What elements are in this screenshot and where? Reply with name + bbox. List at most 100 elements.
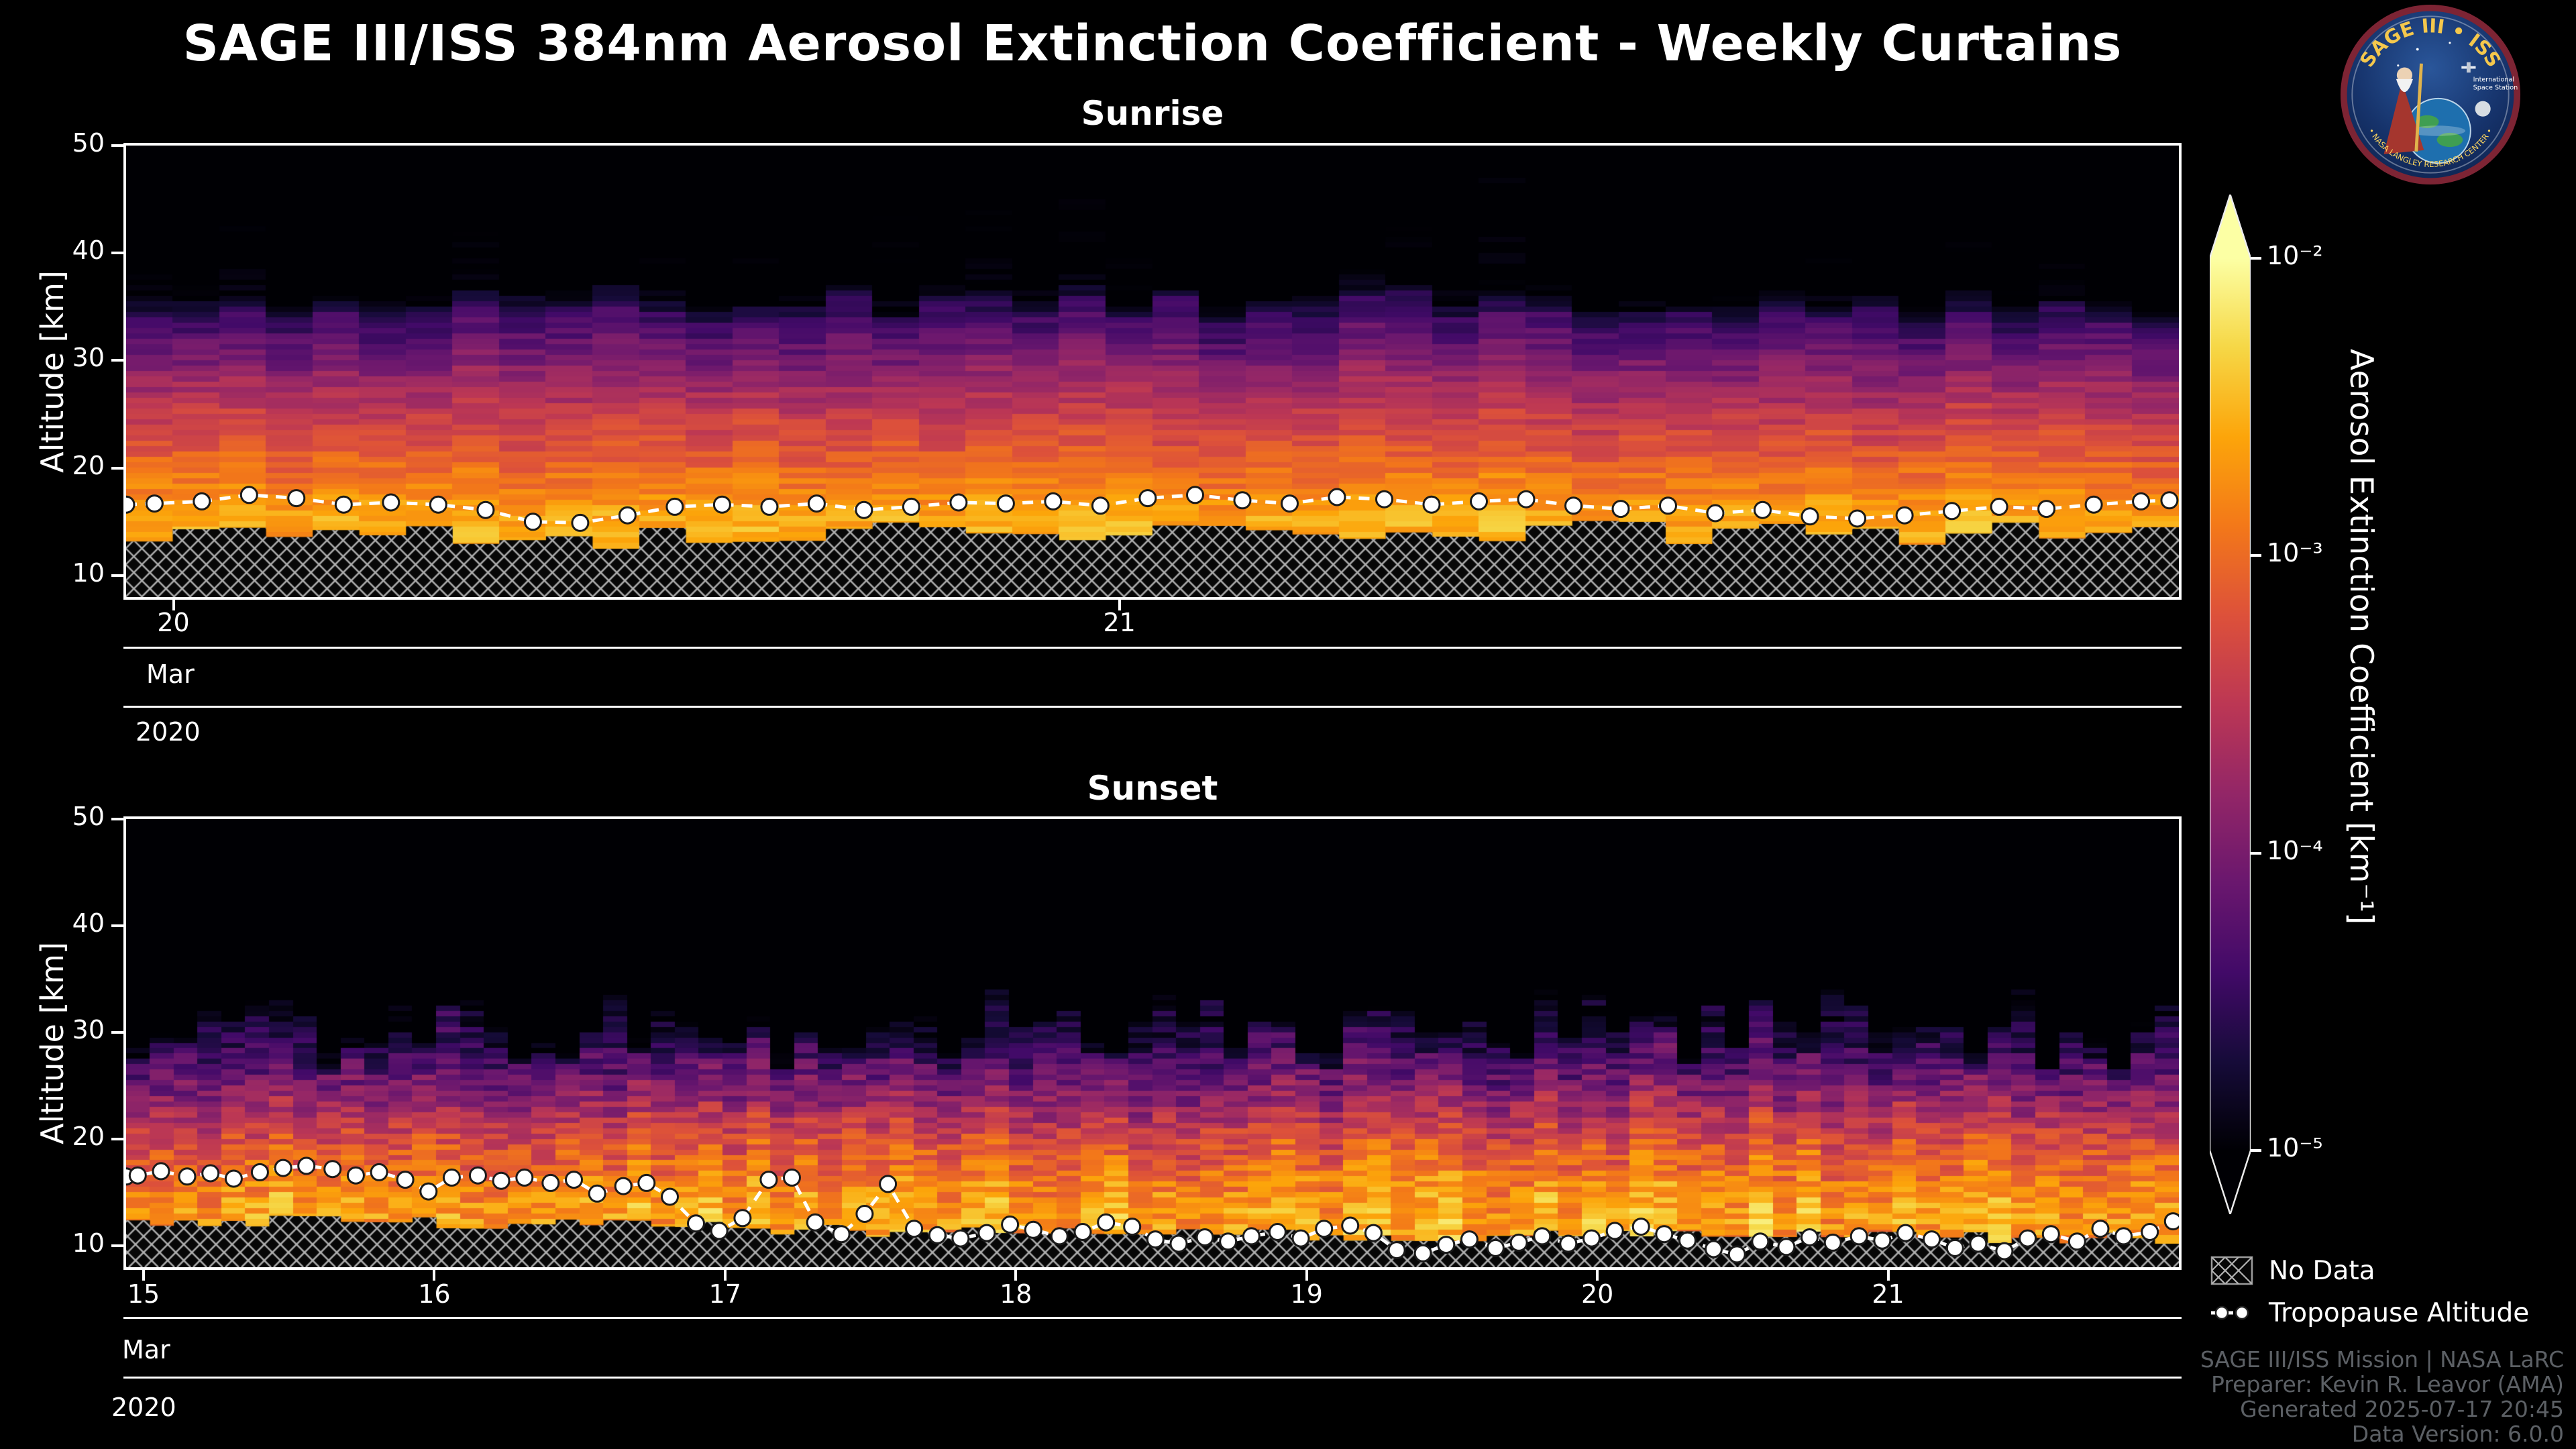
tropopause-marker xyxy=(733,1209,752,1228)
x-axis-tick xyxy=(1305,1270,1308,1281)
footer-line-version: Data Version: 6.0.0 xyxy=(2351,1421,2564,1447)
tropopause-marker xyxy=(2068,1232,2086,1251)
panel-title-sunrise: Sunrise xyxy=(1081,94,1224,133)
earth-land xyxy=(2415,115,2439,129)
tropopause-marker xyxy=(126,495,136,514)
earth-land xyxy=(2436,132,2463,148)
y-axis-tick xyxy=(111,924,123,928)
tropopause-marker xyxy=(1422,495,1441,514)
no-data-hatch-icon xyxy=(2210,1256,2253,1285)
tropopause-marker xyxy=(1460,1230,1479,1249)
colorbar-tick xyxy=(2251,1149,2261,1152)
y-tick-label: 20 xyxy=(72,450,105,480)
wizard-beard xyxy=(2396,78,2413,93)
x-tick-label: 18 xyxy=(1000,1279,1032,1309)
tropopause-marker xyxy=(178,1167,197,1186)
y-axis-tick xyxy=(111,144,123,147)
tropopause-marker xyxy=(1097,1213,1116,1232)
y-axis-tick xyxy=(111,252,123,255)
tropopause-marker xyxy=(855,500,873,519)
tropopause-marker xyxy=(429,495,447,514)
tropopause-marker xyxy=(1242,1227,1260,1246)
tropopause-marker xyxy=(902,497,920,516)
colorbar-tick-label: 10⁻³ xyxy=(2267,538,2323,568)
tropopause-marker xyxy=(1754,500,1772,519)
star-icon xyxy=(2416,48,2419,51)
tropopause-marker xyxy=(1631,1218,1650,1236)
tropopause-marker xyxy=(1801,1228,1819,1246)
tropopause-marker xyxy=(297,1157,316,1175)
date-axis-year-label: 2020 xyxy=(111,1393,176,1422)
tropopause-marker xyxy=(710,1222,729,1240)
y-axis-tick xyxy=(111,818,123,820)
tropopause-marker xyxy=(665,497,684,516)
footer-credits: SAGE III/ISS Mission | NASA LaRC Prepare… xyxy=(2200,1347,2564,1446)
tropopause-marker xyxy=(2091,1220,2110,1238)
tropopause-marker xyxy=(370,1163,388,1181)
tropopause-marker xyxy=(1341,1216,1360,1235)
tropopause-marker xyxy=(1969,1234,1988,1253)
tropopause-marker xyxy=(1517,490,1536,508)
tropopause-marker xyxy=(1848,509,1867,528)
tropopause-marker xyxy=(1849,1227,1868,1246)
colorbar-tick-label: 10⁻⁵ xyxy=(2267,1133,2323,1163)
sunset-tropopause-overlay xyxy=(126,1157,2179,1264)
tropopause-marker xyxy=(1751,1232,1770,1251)
heatmap-panel-sunrise xyxy=(123,143,2182,600)
sage-iss-logo: SAGE III • ISS International Space Stati… xyxy=(2340,4,2521,185)
y-tick-label: 50 xyxy=(72,802,105,831)
tropopause-marker xyxy=(806,1213,824,1232)
tropopause-marker xyxy=(2114,1227,2133,1246)
y-tick-label: 10 xyxy=(72,1228,105,1258)
tropopause-marker xyxy=(1943,502,1962,521)
x-tick-label: 17 xyxy=(708,1279,742,1309)
x-tick-label: 21 xyxy=(1103,608,1136,637)
date-axis-line xyxy=(123,1377,2182,1379)
y-axis-tick xyxy=(111,1031,123,1034)
tropopause-marker xyxy=(855,1205,874,1223)
y-axis-tick xyxy=(111,466,123,470)
footer-line-mission: SAGE III/ISS Mission | NASA LaRC xyxy=(2200,1346,2564,1373)
colorbar-tick-label: 10⁻⁴ xyxy=(2267,835,2323,865)
y-axis-tick xyxy=(111,359,123,362)
tropopause-marker xyxy=(1146,1230,1165,1249)
x-tick-label: 19 xyxy=(1290,1279,1323,1309)
tropopause-marker xyxy=(1169,1234,1188,1253)
date-axis-year-label: 2020 xyxy=(136,717,201,747)
y-tick-label: 30 xyxy=(72,1015,105,1045)
tropopause-marker xyxy=(760,497,779,516)
logo-subtitle-2: Space Station xyxy=(2473,84,2518,91)
legend-no-data-label: No Data xyxy=(2269,1256,2375,1286)
wizard-figure xyxy=(2383,81,2424,154)
x-axis-tick xyxy=(1014,1270,1018,1281)
logo-subtitle-1: International xyxy=(2473,76,2514,84)
tropopause-marker xyxy=(323,1160,342,1179)
tropopause-marker xyxy=(201,1164,220,1183)
tropopause-marker xyxy=(928,1226,947,1244)
earth-cloud xyxy=(2408,125,2466,136)
tropopause-marker xyxy=(1727,1245,1746,1264)
moon-icon xyxy=(2475,101,2491,117)
tropopause-marker xyxy=(145,494,164,513)
tropopause-marker xyxy=(492,1171,511,1190)
tropopause-marker xyxy=(1024,1220,1042,1239)
tropopause-marker xyxy=(193,492,211,511)
tropopause-marker xyxy=(1923,1230,1941,1249)
tropopause-marker xyxy=(759,1171,778,1189)
x-tick-label: 20 xyxy=(157,608,190,637)
tropopause-marker xyxy=(1777,1238,1796,1256)
tropopause-marker xyxy=(419,1182,438,1201)
tropopause-marker xyxy=(807,494,826,513)
tropopause-marker xyxy=(523,513,542,531)
tropopause-marker xyxy=(977,1224,996,1242)
tropopause-marker xyxy=(1123,1218,1142,1236)
footer-line-generated: Generated 2025-07-17 20:45 xyxy=(2240,1396,2564,1422)
x-tick-label: 15 xyxy=(127,1279,160,1309)
x-tick-label: 21 xyxy=(1872,1279,1904,1309)
date-axis-month-label: Mar xyxy=(146,659,195,689)
tropopause-marker xyxy=(1611,500,1630,519)
tropopause-marker xyxy=(515,1168,534,1187)
tropopause-marker xyxy=(1219,1232,1238,1251)
tropopause-marker xyxy=(2141,1223,2159,1241)
tropopause-marker xyxy=(396,1171,415,1189)
